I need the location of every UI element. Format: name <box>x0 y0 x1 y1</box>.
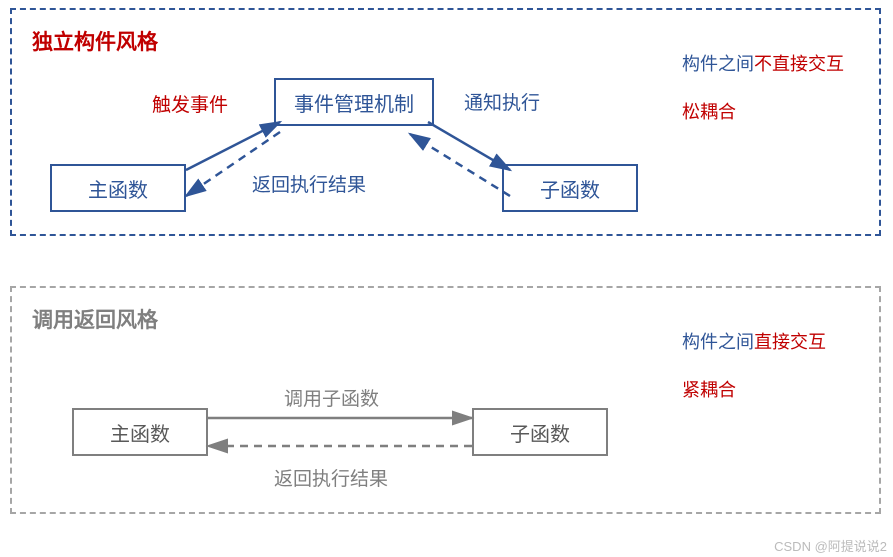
box-mgr-label: 事件管理机制 <box>294 88 414 117</box>
watermark: CSDN @阿提说说2 <box>774 536 887 555</box>
note-interaction: 构件之间不直接交互 <box>682 50 844 76</box>
note-coupling-2: 紧耦合 <box>682 376 736 402</box>
panel1-title: 独立构件风格 <box>32 26 158 56</box>
label-trigger: 触发事件 <box>152 90 228 117</box>
box-sub-function-2: 子函数 <box>472 408 608 456</box>
panel2-title: 调用返回风格 <box>32 304 158 334</box>
box-event-manager: 事件管理机制 <box>274 78 434 126</box>
box-main-function-2: 主函数 <box>72 408 208 456</box>
box-sub-label-2: 子函数 <box>510 418 570 447</box>
box-main-label: 主函数 <box>88 174 148 203</box>
label-call: 调用子函数 <box>284 384 379 411</box>
box-sub-function: 子函数 <box>502 164 638 212</box>
panel-call-return: 调用返回风格 主函数 子函数 调用子函数 返回执行结果 构件之间直接交互 紧耦合 <box>10 286 881 514</box>
box-main-function: 主函数 <box>50 164 186 212</box>
label-return-2: 返回执行结果 <box>274 464 388 491</box>
box-main-label-2: 主函数 <box>110 418 170 447</box>
note-coupling: 松耦合 <box>682 98 736 124</box>
panel-independent-component: 独立构件风格 主函数 事件管理机制 子函数 触发事件 通知执行 返回执行结果 构… <box>10 8 881 236</box>
note-interaction-2: 构件之间直接交互 <box>682 328 826 354</box>
box-sub-label: 子函数 <box>540 174 600 203</box>
label-return: 返回执行结果 <box>252 170 366 197</box>
label-notify: 通知执行 <box>464 88 540 115</box>
